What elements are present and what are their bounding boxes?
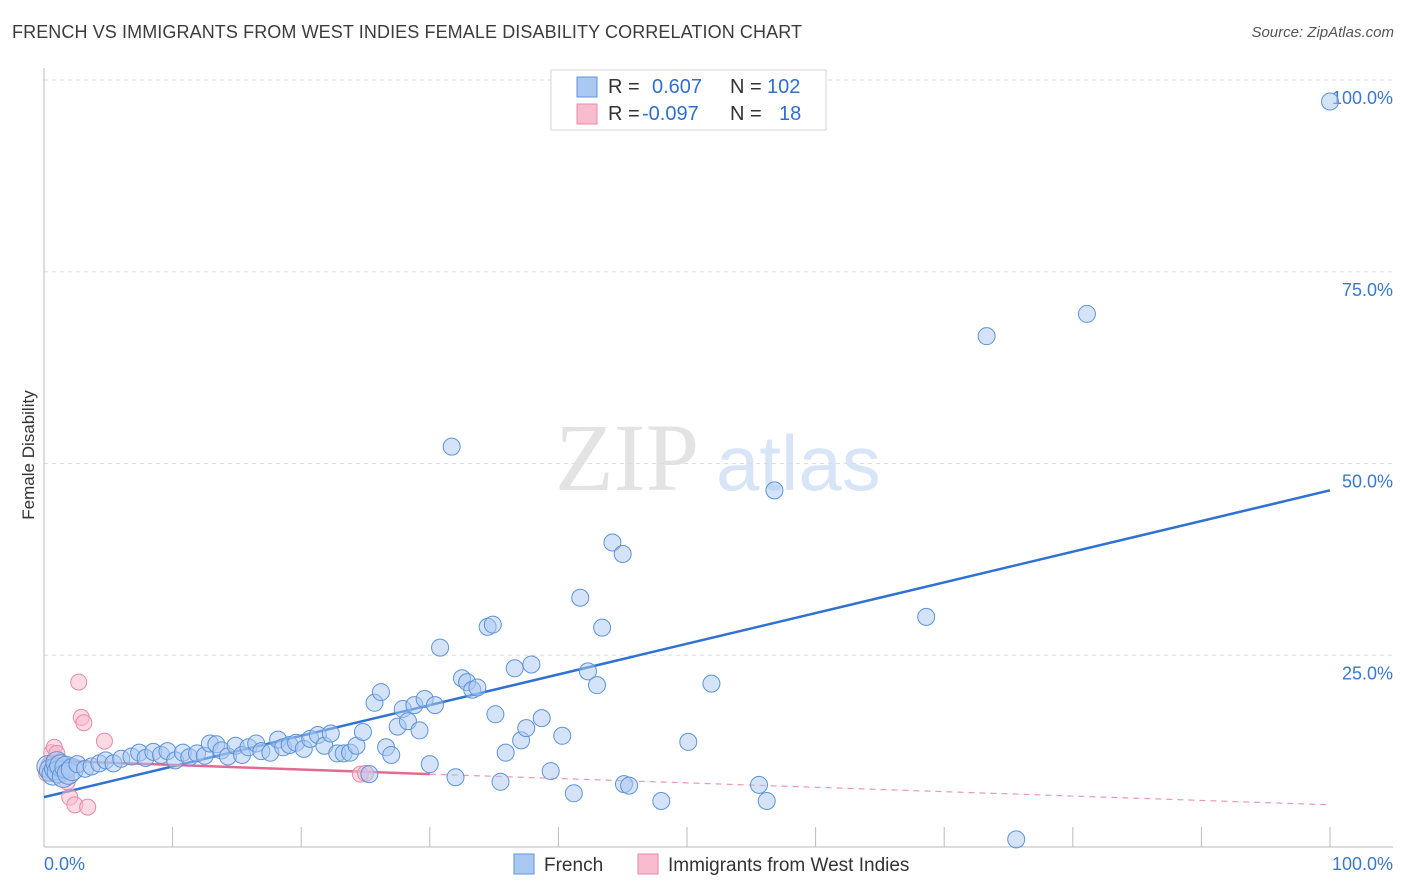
y-tick-label-75: 75.0% — [1342, 280, 1393, 300]
french-point — [603, 533, 622, 552]
french-point — [757, 791, 776, 810]
french-point — [593, 618, 612, 637]
bottom-legend-french-label: French — [544, 855, 603, 876]
french-point — [532, 709, 551, 728]
french-point — [410, 721, 429, 740]
x-tick-label-min: 0.0% — [44, 854, 85, 874]
axes — [43, 68, 1393, 848]
legend-french-n-label: N = — [730, 76, 762, 98]
french-point — [371, 683, 390, 702]
legend-french-r-label: R = — [608, 76, 640, 98]
legend-wi-swatch — [576, 103, 598, 125]
legend-french-swatch — [576, 76, 598, 98]
french-point — [571, 588, 590, 607]
french-point — [917, 607, 936, 626]
y-tick-label-50: 50.0% — [1342, 472, 1393, 492]
legend-french-r-value: 0.607 — [652, 76, 702, 98]
french-point — [420, 755, 439, 774]
french-point — [750, 775, 769, 794]
bottom-legend-french-swatch — [513, 853, 535, 875]
y-axis-tick-labels: 25.0% 50.0% 75.0% 100.0% — [1332, 88, 1393, 683]
french-point — [765, 481, 784, 500]
legend-wi-n-label: N = — [730, 103, 762, 125]
french-point — [425, 696, 444, 715]
french-point — [1077, 304, 1096, 323]
french-point — [1321, 92, 1339, 111]
french-points — [36, 92, 1339, 849]
gridlines — [44, 79, 1393, 656]
y-tick-label-25: 25.0% — [1342, 663, 1393, 683]
x-axis-ticks — [172, 827, 1331, 847]
watermark-zip: ZIP — [555, 404, 699, 511]
french-point — [613, 545, 632, 564]
legend-french-n-value: 102 — [767, 76, 800, 98]
x-tick-label-max: 100.0% — [1332, 854, 1393, 874]
french-point — [702, 674, 721, 693]
french-point — [564, 784, 583, 803]
wi-point — [79, 798, 97, 816]
french-point — [587, 676, 606, 695]
french-point — [468, 678, 487, 697]
y-axis-label: Female Disability — [19, 390, 38, 520]
french-point — [360, 765, 379, 784]
french-point — [679, 732, 698, 751]
bottom-legend: French Immigrants from West Indies — [513, 853, 909, 876]
french-point — [382, 745, 401, 764]
bottom-legend-wi-label: Immigrants from West Indies — [668, 855, 909, 876]
legend: R = 0.607 N = 102 R = -0.097 N = 18 — [550, 69, 827, 131]
chart-title: FRENCH VS IMMIGRANTS FROM WEST INDIES FE… — [12, 22, 803, 42]
wi-trendline-extension — [429, 773, 1331, 806]
french-point — [321, 724, 340, 743]
french-point — [486, 705, 505, 724]
bottom-legend-wi-swatch — [637, 853, 659, 875]
french-point — [483, 615, 502, 634]
french-point — [522, 655, 541, 674]
french-point — [442, 437, 461, 456]
french-point — [491, 772, 510, 791]
legend-wi-n-value: 18 — [779, 103, 801, 125]
french-point — [578, 662, 597, 681]
y-tick-label-100: 100.0% — [1332, 88, 1393, 108]
wi-point — [75, 714, 93, 732]
legend-wi-r-label: R = — [608, 103, 640, 125]
french-point — [505, 659, 524, 678]
french-point — [977, 327, 996, 346]
french-point — [517, 719, 536, 738]
french-point — [652, 791, 671, 810]
french-point — [1007, 830, 1026, 849]
french-point — [620, 776, 639, 795]
french-point — [431, 638, 450, 657]
french-point — [353, 722, 372, 741]
french-point — [496, 743, 515, 762]
wi-point — [95, 732, 113, 750]
french-point — [553, 726, 572, 745]
source-credit: Source: ZipAtlas.com — [1251, 24, 1394, 41]
french-point — [446, 768, 465, 787]
french-point — [541, 762, 560, 781]
wi-point — [70, 673, 88, 691]
legend-wi-r-value: -0.097 — [642, 103, 699, 125]
